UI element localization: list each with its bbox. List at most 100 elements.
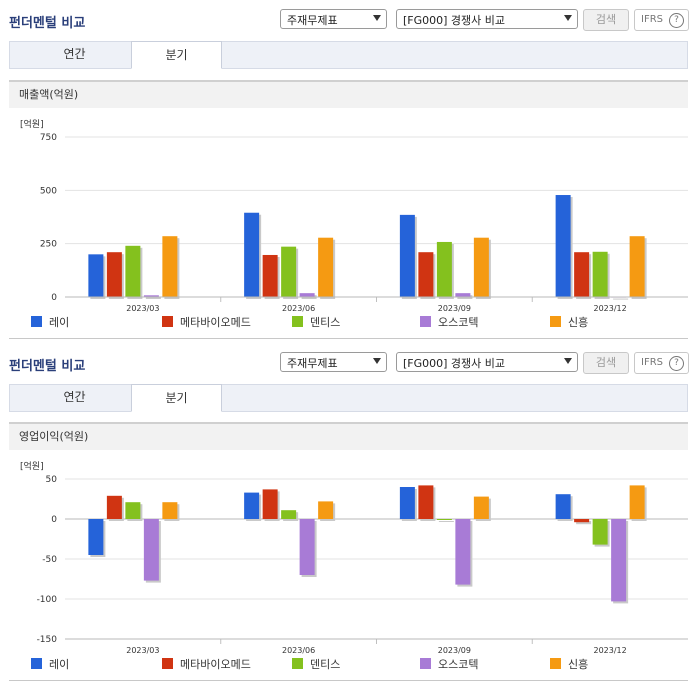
section-title: 펀더멘털 비교 <box>9 16 86 31</box>
bar[interactable] <box>318 237 334 297</box>
legend-label: 레이 <box>49 658 70 671</box>
legend-swatch <box>550 658 561 669</box>
period-tabs: 연간 분기 <box>9 41 688 69</box>
bar[interactable] <box>473 496 489 519</box>
chevron-down-icon <box>564 15 572 21</box>
legend-swatch <box>162 316 173 327</box>
chevron-down-icon <box>373 358 381 364</box>
bar[interactable] <box>88 254 104 297</box>
bar[interactable] <box>244 492 260 519</box>
bar[interactable] <box>592 251 608 297</box>
help-icon[interactable]: ? <box>669 13 684 28</box>
legend: 레이 메타바이오메드 덴티스 오스코텍 신흥 <box>9 655 688 673</box>
section-title: 펀더멘털 비교 <box>9 359 86 374</box>
bar[interactable] <box>281 246 297 297</box>
tab-annual[interactable]: 연간 <box>63 47 86 61</box>
legend-swatch <box>420 658 431 669</box>
bar[interactable] <box>262 489 278 519</box>
bar[interactable] <box>318 501 334 519</box>
legend-label: 신흥 <box>568 316 589 329</box>
y-tick-label: 0 <box>51 293 57 303</box>
x-tick-label: 2023/09 <box>438 304 471 313</box>
operating-profit-panel: 영업이익(억원) [억원] -150 -100 -50 0 50 2023/03 2023/0… <box>9 422 688 677</box>
section-header: 펀더멘털 비교 주재무제표 [FG000] 경쟁사 비교 검색 IFRS ? <box>0 0 696 36</box>
legend-swatch <box>550 316 561 327</box>
statement-type-select[interactable]: 주재무제표 <box>280 352 387 372</box>
bar[interactable] <box>299 293 315 297</box>
period-tabs: 연간 분기 <box>9 384 688 412</box>
tab-quarterly[interactable]: 분기 <box>131 384 222 412</box>
legend-label: 레이 <box>49 316 70 329</box>
bar[interactable] <box>555 494 571 519</box>
legend-label: 메타바이오메드 <box>180 316 251 329</box>
comparison-select[interactable]: [FG000] 경쟁사 비교 <box>396 9 578 29</box>
bar[interactable] <box>143 519 159 581</box>
legend: 레이 메타바이오메드 덴티스 오스코텍 신흥 <box>9 313 688 331</box>
bar[interactable] <box>125 502 141 519</box>
help-icon[interactable]: ? <box>669 356 684 371</box>
bar[interactable] <box>125 245 141 297</box>
y-axis-unit: [억원] <box>20 118 44 130</box>
select-value: 주재무제표 <box>287 357 338 370</box>
section-header: 펀더멘털 비교 주재무제표 [FG000] 경쟁사 비교 검색 IFRS ? <box>0 343 696 379</box>
bar[interactable] <box>436 241 452 297</box>
bar[interactable] <box>106 252 122 297</box>
bar[interactable] <box>574 519 590 523</box>
divider <box>9 680 688 681</box>
legend-label: 덴티스 <box>310 658 341 671</box>
ifrs-label: IFRS <box>641 357 663 368</box>
bar[interactable] <box>244 212 260 297</box>
bar[interactable] <box>106 495 122 519</box>
bar[interactable] <box>555 195 571 297</box>
bar[interactable] <box>399 487 415 519</box>
ifrs-label: IFRS <box>641 14 663 25</box>
bar[interactable] <box>162 236 178 297</box>
bar[interactable] <box>88 519 104 555</box>
bar[interactable] <box>418 485 434 519</box>
chevron-down-icon <box>564 358 572 364</box>
bar[interactable] <box>611 519 627 602</box>
bar[interactable] <box>162 502 178 519</box>
comparison-select[interactable]: [FG000] 경쟁사 비교 <box>396 352 578 372</box>
ifrs-button[interactable]: IFRS ? <box>634 352 689 374</box>
panel-title: 영업이익(억원) <box>9 422 688 450</box>
y-tick-label: 250 <box>40 240 57 250</box>
y-tick-label: 500 <box>40 186 57 196</box>
bar-shadow <box>576 521 592 525</box>
bar[interactable] <box>143 295 159 297</box>
search-button[interactable]: 검색 <box>583 352 629 374</box>
bar[interactable] <box>592 519 608 545</box>
bar[interactable] <box>262 254 278 297</box>
tab-annual[interactable]: 연간 <box>63 390 86 404</box>
chevron-down-icon <box>373 15 381 21</box>
ifrs-button[interactable]: IFRS ? <box>634 9 689 31</box>
bar[interactable] <box>299 519 315 575</box>
divider <box>9 338 688 339</box>
statement-type-select[interactable]: 주재무제표 <box>280 9 387 29</box>
bar[interactable] <box>399 214 415 297</box>
bar[interactable] <box>629 485 645 519</box>
legend-swatch <box>162 658 173 669</box>
bar[interactable] <box>629 236 645 297</box>
tab-quarterly[interactable]: 분기 <box>131 41 222 69</box>
bar[interactable] <box>418 252 434 297</box>
operating-profit-chart: [억원] -150 -100 -50 0 50 2023/03 2023/06 2023/09 2… <box>20 460 688 655</box>
bar[interactable] <box>574 252 590 297</box>
bar-shadow <box>613 298 629 300</box>
select-value: [FG000] 경쟁사 비교 <box>403 14 506 27</box>
bar[interactable] <box>473 237 489 297</box>
search-button[interactable]: 검색 <box>583 9 629 31</box>
bar-shadow <box>145 297 161 299</box>
x-tick-label: 2023/12 <box>594 646 627 655</box>
legend-swatch <box>31 658 42 669</box>
y-tick-label: -50 <box>42 555 57 565</box>
bar[interactable] <box>455 519 471 585</box>
x-tick-label: 2023/06 <box>282 304 315 313</box>
bar[interactable] <box>436 519 452 520</box>
panel-title: 매출액(억원) <box>9 80 688 108</box>
legend-label: 메타바이오메드 <box>180 658 251 671</box>
y-axis-unit: [억원] <box>20 460 44 472</box>
x-tick-label: 2023/12 <box>594 304 627 313</box>
bar[interactable] <box>281 510 297 519</box>
bar[interactable] <box>455 293 471 297</box>
